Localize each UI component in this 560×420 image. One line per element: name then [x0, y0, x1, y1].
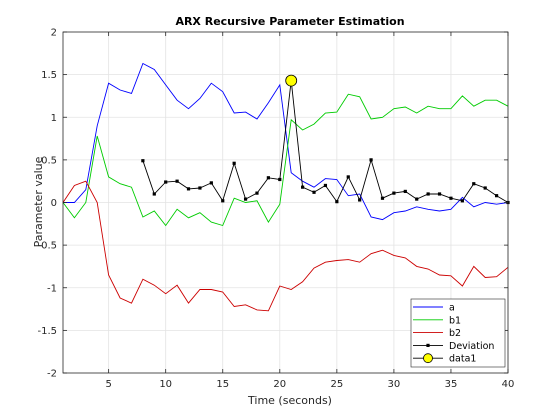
x-tick-label: 20 [273, 379, 286, 390]
series-line-b1 [62, 93, 509, 227]
data-point-Deviation [198, 186, 202, 190]
series-b2 [62, 180, 509, 312]
y-tick-label: 2 [51, 28, 57, 39]
y-tick-label: -1.5 [37, 326, 57, 337]
data-point-Deviation [415, 197, 419, 201]
data-point-Deviation [209, 181, 213, 185]
data-point-data1 [285, 74, 298, 87]
data-point-Deviation [392, 191, 396, 195]
legend: ab1 b2 Deviation data1 [410, 298, 506, 368]
legend-entry-b2: b2 [413, 328, 461, 339]
legend-label-b2: b2 [449, 328, 461, 339]
data-point-Deviation [175, 179, 179, 183]
data-point-Deviation [278, 177, 282, 182]
chart-title: ARX Recursive Parameter Estimation [175, 15, 404, 28]
data-point-Deviation [243, 197, 248, 201]
y-tick-label: 1 [51, 113, 57, 124]
x-axis-label: Time (seconds) [247, 394, 332, 407]
legend-label-b1: b1 [449, 315, 461, 326]
data-point-Deviation [483, 186, 487, 190]
legend-label-a: a [449, 303, 455, 314]
data-point-Deviation [403, 189, 407, 194]
y-tick-label: -0.5 [37, 241, 57, 252]
data-point-Deviation [437, 192, 442, 196]
legend-label-Deviation: Deviation [449, 341, 494, 352]
legend-entry-data1: data1 [413, 353, 476, 365]
data-point-Deviation [426, 192, 430, 196]
data-point-Deviation [301, 185, 305, 189]
data-point-Deviation [460, 199, 464, 203]
series-line-b2 [62, 180, 509, 312]
data-point-Deviation [221, 199, 225, 203]
data-point-Deviation [141, 159, 145, 163]
legend-entry-b1: b1 [413, 315, 461, 326]
legend-entry-a: a [413, 303, 455, 314]
data-point-Deviation [494, 194, 499, 198]
legend-marker-Deviation [426, 343, 430, 347]
y-tick-label: -1 [47, 283, 57, 294]
legend-label-data1: data1 [449, 354, 476, 365]
data-point-Deviation [323, 183, 328, 188]
series-b1 [62, 93, 509, 227]
data-point-Deviation [358, 198, 362, 202]
data-point-Deviation [335, 200, 339, 204]
x-tick-label: 15 [216, 379, 229, 390]
y-tick-label: 0.5 [41, 155, 57, 166]
data-point-Deviation [186, 187, 191, 191]
data-point-Deviation [164, 180, 168, 184]
y-tick-label: 0 [51, 198, 57, 209]
data-point-Deviation [152, 192, 156, 196]
y-tick-label: 1.5 [41, 70, 57, 81]
data-point-Deviation [232, 161, 236, 165]
x-tick-label: 10 [159, 379, 172, 390]
x-tick-label: 25 [330, 379, 343, 390]
tick-labels: 5 10 15 20 25 30 35 40 -2 -1.5 -1 -0.5 0 0.5 1 1.5 2 [37, 28, 514, 391]
x-tick-label: 40 [502, 379, 515, 390]
data-point-Deviation [346, 175, 350, 179]
y-tick-label: -2 [47, 369, 57, 380]
data-point-Deviation [380, 196, 385, 200]
data-point-Deviation [369, 158, 373, 162]
data-point-Deviation [472, 182, 476, 186]
y-axis-label: Parameter value [32, 156, 45, 247]
x-tick-label: 30 [388, 379, 401, 390]
x-tick-label: 35 [445, 379, 458, 390]
data-point-Deviation [312, 190, 316, 194]
data-point-Deviation [255, 191, 259, 195]
data-point-Deviation [266, 176, 270, 180]
series-layer [62, 62, 510, 312]
legend-marker-data1 [423, 353, 433, 364]
series-data1 [285, 74, 298, 87]
legend-entry-Deviation: Deviation [413, 341, 494, 352]
data-point-Deviation [449, 196, 453, 200]
x-tick-label: 5 [105, 379, 111, 390]
